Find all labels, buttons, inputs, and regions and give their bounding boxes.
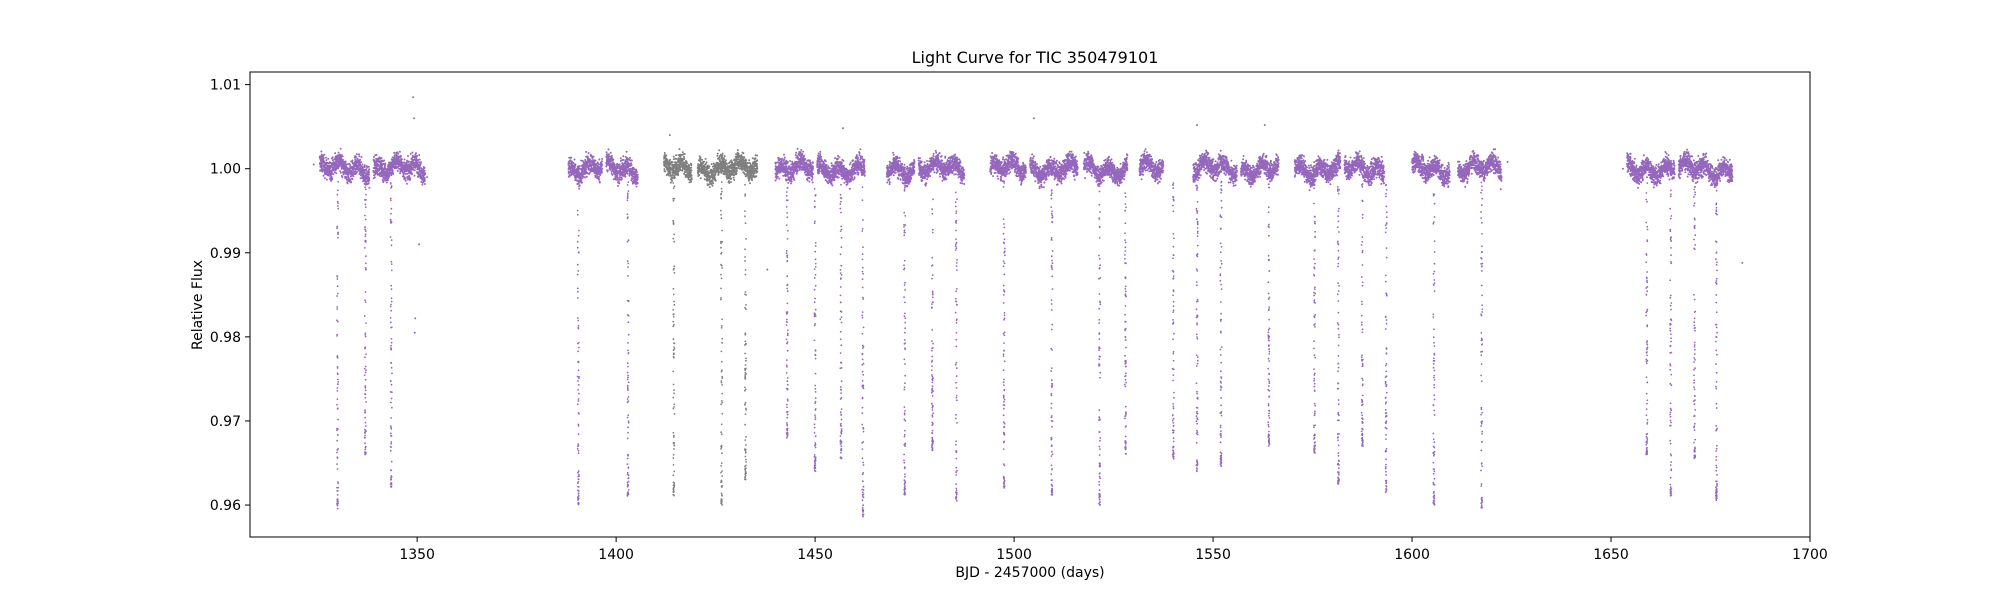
x-tick-label: 1650 — [1593, 547, 1629, 563]
y-tick-label: 0.99 — [210, 246, 241, 262]
x-tick-label: 1400 — [598, 547, 634, 563]
chart-title: Light Curve for TIC 350479101 — [912, 48, 1159, 67]
flux-series-0 — [312, 96, 1744, 518]
x-tick-label: 1350 — [399, 547, 435, 563]
y-tick-label: 0.96 — [210, 498, 241, 514]
plot-frame — [249, 71, 1811, 538]
flux-series-1 — [662, 134, 769, 506]
y-tick-label: 1.01 — [210, 78, 241, 94]
data-points — [312, 96, 1744, 518]
y-axis: 0.96 0.97 0.98 0.99 1.00 1.01 — [210, 78, 250, 514]
x-tick-label: 1600 — [1394, 547, 1430, 563]
flux-points — [662, 134, 769, 506]
x-tick-label: 1450 — [797, 547, 833, 563]
y-tick-label: 0.98 — [210, 330, 241, 346]
x-axis-label: BJD - 2457000 (days) — [955, 565, 1104, 581]
x-tick-label: 1500 — [996, 547, 1032, 563]
x-axis: 1350 1400 1450 1500 1550 1600 1650 1700 — [399, 537, 1828, 563]
y-tick-label: 0.97 — [210, 414, 241, 430]
y-tick-label: 1.00 — [210, 162, 241, 178]
flux-points — [312, 96, 1744, 518]
y-axis-label: Relative Flux — [190, 260, 206, 350]
x-tick-label: 1700 — [1792, 547, 1828, 563]
x-tick-label: 1550 — [1195, 547, 1231, 563]
